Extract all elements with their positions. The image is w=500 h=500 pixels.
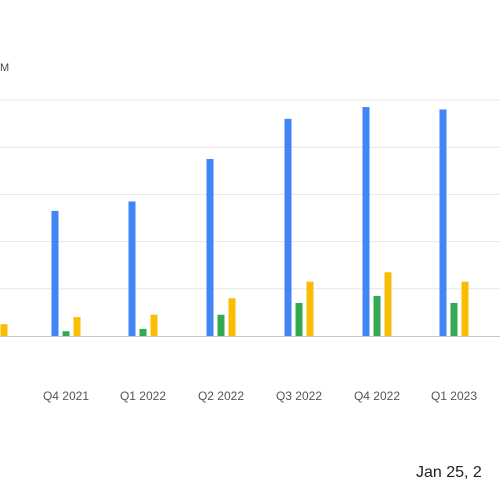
bar bbox=[450, 302, 458, 336]
x-tick-label: Q1 2022 bbox=[120, 389, 166, 403]
bar bbox=[73, 317, 81, 336]
bar bbox=[51, 210, 59, 336]
bar bbox=[362, 107, 370, 336]
bar bbox=[306, 281, 314, 336]
bar bbox=[228, 298, 236, 336]
bar bbox=[62, 331, 70, 336]
bar bbox=[384, 272, 392, 336]
bar bbox=[128, 201, 136, 336]
bar bbox=[139, 328, 147, 336]
bar bbox=[217, 314, 225, 336]
x-tick-label: Q4 2022 bbox=[354, 389, 400, 403]
x-tick-label: Q1 2023 bbox=[431, 389, 477, 403]
bar bbox=[373, 295, 381, 336]
bar bbox=[284, 118, 292, 336]
bar bbox=[461, 281, 469, 336]
footer-date: Jan 25, 2 bbox=[416, 464, 482, 481]
bar bbox=[0, 324, 8, 336]
x-tick-label: Q3 2022 bbox=[276, 389, 322, 403]
bar bbox=[206, 159, 214, 336]
y-axis-unit-fragment: M bbox=[0, 62, 10, 74]
bar bbox=[439, 109, 447, 336]
bar bbox=[150, 314, 158, 336]
x-tick-label: Q2 2022 bbox=[198, 389, 244, 403]
bar bbox=[295, 302, 303, 336]
x-tick-label: Q4 2021 bbox=[43, 389, 89, 403]
